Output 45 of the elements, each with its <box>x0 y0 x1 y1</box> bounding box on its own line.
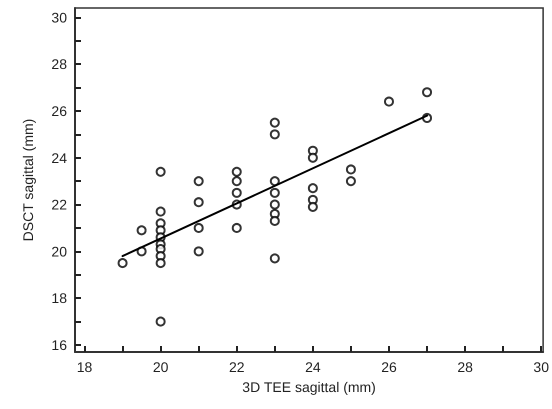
y-tick-label: 24 <box>51 150 68 166</box>
point <box>156 316 166 327</box>
point <box>194 246 204 256</box>
point <box>156 206 166 217</box>
point <box>270 253 280 264</box>
point <box>270 176 280 186</box>
x-axis-title: 3D TEE sagittal (mm) <box>242 379 376 395</box>
point <box>232 188 242 198</box>
point <box>308 152 318 163</box>
y-tick-label: 16 <box>51 336 68 353</box>
point <box>156 166 166 177</box>
point <box>270 216 280 226</box>
point <box>384 96 394 107</box>
point <box>156 258 166 268</box>
x-tick-label: 28 <box>457 359 474 375</box>
point <box>194 197 204 208</box>
x-tick-label: 30 <box>533 359 550 375</box>
point <box>308 202 318 212</box>
point <box>232 176 242 186</box>
point <box>232 166 242 177</box>
y-axis-title: DSCT sagittal (mm) <box>20 118 36 242</box>
y-tick-label: 26 <box>51 102 68 119</box>
x-tick-label: 20 <box>152 359 169 375</box>
x-tick-label: 18 <box>76 359 93 375</box>
x-tick-label: 26 <box>381 359 397 375</box>
y-tick-label: 30 <box>51 9 68 26</box>
y-tick-label: 22 <box>51 196 68 213</box>
point <box>422 87 432 98</box>
point <box>270 118 280 128</box>
point <box>118 258 128 268</box>
point <box>270 200 280 210</box>
x-tick-label: 24 <box>305 359 321 375</box>
point <box>270 129 280 140</box>
point <box>308 183 318 194</box>
y-tick-label: 28 <box>51 56 68 72</box>
x-tick-label: 22 <box>228 359 245 375</box>
point <box>346 176 356 186</box>
point <box>194 176 204 186</box>
point <box>136 225 147 236</box>
y-tick-label: 20 <box>51 243 68 260</box>
point <box>270 188 280 198</box>
point <box>346 164 356 174</box>
point <box>194 222 204 233</box>
y-tick-label: 18 <box>51 290 68 306</box>
point <box>232 222 242 233</box>
